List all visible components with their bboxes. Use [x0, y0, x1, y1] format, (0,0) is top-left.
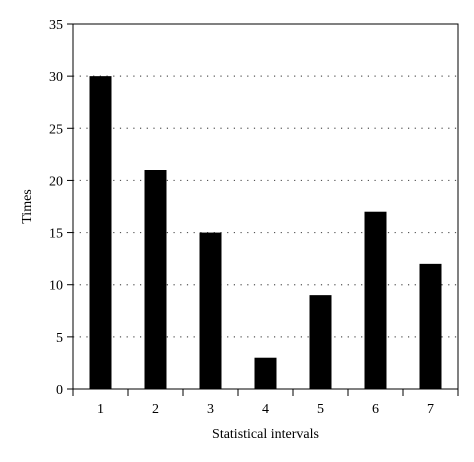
bar-3 — [199, 232, 222, 389]
y-tick-label-0: 0 — [56, 383, 63, 398]
y-tick-label-5: 5 — [56, 331, 63, 346]
bar-4 — [254, 357, 277, 389]
y-tick-layer: 0 5 10 15 20 25 30 35 — [49, 18, 73, 398]
plot-frame — [72, 23, 459, 390]
bar-5 — [309, 295, 332, 389]
grid-layer — [73, 75, 458, 338]
x-tick-layer: 1 2 3 4 5 6 7 — [72, 389, 459, 417]
bar-6 — [364, 211, 387, 389]
x-tick-label-5: 5 — [317, 402, 324, 417]
y-tick-label-20: 20 — [49, 174, 63, 189]
bar-1 — [89, 76, 112, 390]
x-tick-label-6: 6 — [372, 402, 379, 417]
x-tick-label-3: 3 — [207, 402, 214, 417]
x-tick-label-7: 7 — [427, 402, 434, 417]
y-tick-label-25: 25 — [49, 122, 63, 137]
bar-2 — [144, 170, 167, 389]
x-axis-label: Statistical intervals — [212, 427, 319, 442]
y-tick-label-35: 35 — [49, 18, 63, 33]
bar-layer — [89, 76, 442, 390]
x-tick-label-2: 2 — [152, 402, 159, 417]
y-tick-label-10: 10 — [49, 279, 63, 294]
bar-7 — [419, 263, 442, 389]
x-tick-label-4: 4 — [262, 402, 269, 417]
y-tick-label-15: 15 — [49, 227, 63, 242]
y-tick-label-30: 30 — [49, 70, 63, 85]
x-tick-label-1: 1 — [97, 402, 104, 417]
y-axis-label: Times — [20, 189, 35, 224]
